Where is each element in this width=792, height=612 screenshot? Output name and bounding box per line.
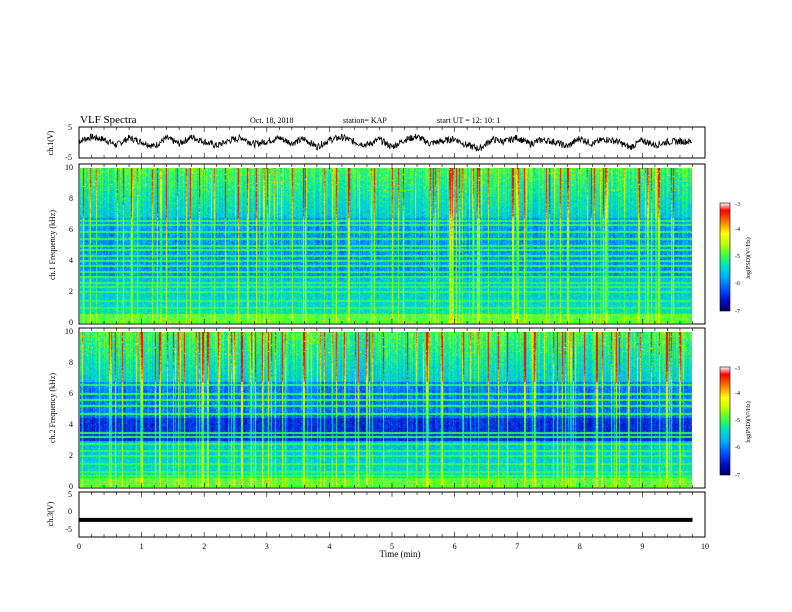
ch2-cb-tick-6: -6 — [735, 445, 740, 451]
ch3-ylabel: ch.3(V) — [46, 501, 55, 526]
ch1-cb-tick-7: -7 — [735, 309, 740, 315]
ch2-cb-tick-3: -3 — [735, 366, 740, 372]
ch3-waveform-panel: 5 0 -5 ch.3(V) 0 1 2 3 4 5 6 7 8 9 10 Time (min) — [46, 490, 709, 559]
ch1-spec-ylabel: ch.1 Frequency (kHz) — [48, 210, 57, 280]
ch1-colorbar-label: log(PSD)(V²/Hz) — [745, 237, 752, 278]
time-tick-label: 1 — [140, 542, 144, 551]
station-label: station= KAP — [343, 116, 387, 125]
time-tick-label: 4 — [327, 542, 331, 551]
ch1-colorbar — [719, 202, 731, 312]
ch2-spec-ytick-8: 8 — [69, 358, 73, 367]
time-axis-tick-labels: 0 1 2 3 4 5 6 7 8 9 10 — [77, 542, 709, 551]
figure-title: VLF Spectra — [80, 114, 137, 126]
ch1-spec-ytick-0: 0 — [69, 318, 73, 327]
ch2-spectrogram-ticks — [78, 328, 706, 488]
ch2-colorbar — [719, 366, 731, 476]
time-tick-label: 0 — [77, 542, 81, 551]
start-time-label: start UT = 12: 10: 1 — [437, 116, 500, 125]
ch2-spec-ytick-10: 10 — [65, 327, 73, 336]
ch1-waveform-line — [78, 133, 693, 153]
time-tick-label: 3 — [265, 542, 269, 551]
x-axis-label: Time (min) — [380, 549, 421, 559]
ch2-colorbar-label: log(PSD)(V²/Hz) — [745, 401, 752, 442]
ch3-ytick-bottom: -5 — [65, 525, 72, 534]
ch1-spec-ytick-4: 4 — [69, 256, 73, 265]
time-tick-label: 10 — [701, 542, 709, 551]
ch1-spec-ytick-10: 10 — [65, 163, 73, 172]
ch2-cb-tick-7: -7 — [735, 473, 740, 479]
ch1-spec-ytick-6: 6 — [69, 225, 73, 234]
ch2-spectrogram-image — [80, 332, 692, 487]
ch1-cb-tick-4: -4 — [735, 227, 740, 233]
ch3-waveform-frame — [78, 491, 706, 538]
ch1-cb-tick-5: -5 — [735, 254, 740, 260]
ch1-spectrogram-panel: 0 2 4 6 8 10 ch.1 Frequency (kHz) -3 -4 … — [48, 163, 752, 327]
time-tick-label: 2 — [202, 542, 206, 551]
ch3-x-ticks — [78, 492, 706, 537]
ch2-cb-tick-5: -5 — [735, 418, 740, 424]
ch1-spectrogram-ticks — [78, 164, 706, 324]
date-label: Oct. 18, 2018 — [250, 116, 294, 125]
ch3-ytick-mid: 0 — [68, 507, 72, 516]
ch2-spec-ytick-2: 2 — [69, 451, 73, 460]
ch2-spec-ytick-4: 4 — [69, 420, 73, 429]
time-tick-label: 9 — [640, 542, 644, 551]
ch2-spec-ylabel: ch.2 Frequency (kHz) — [48, 373, 57, 443]
ch2-cb-tick-4: -4 — [735, 391, 740, 397]
ch1-cb-tick-3: -3 — [735, 202, 740, 208]
time-tick-label: 7 — [515, 542, 519, 551]
ch2-spec-ytick-0: 0 — [69, 482, 73, 491]
ch1-ytick-top: 5 — [68, 123, 72, 132]
ch1-spec-ytick-2: 2 — [69, 287, 73, 296]
ch1-ylabel: ch.1(V) — [46, 130, 55, 155]
time-tick-label: 5 — [390, 542, 394, 551]
ch2-spectrogram-panel: 0 2 4 6 8 10 ch.2 Frequency (kHz) -3 -4 … — [48, 327, 752, 491]
ch1-ytick-bottom: -5 — [65, 153, 72, 162]
ch1-cb-tick-6: -6 — [735, 281, 740, 287]
ch1-waveform-panel: 5 -5 ch.1(V) — [46, 123, 706, 162]
ch1-x-ticks — [78, 127, 706, 158]
ch2-spec-ytick-6: 6 — [69, 389, 73, 398]
ch3-ytick-top: 5 — [68, 490, 72, 499]
time-tick-label: 6 — [453, 542, 457, 551]
ch1-spec-ytick-8: 8 — [69, 194, 73, 203]
ch1-spectrogram-image — [80, 168, 692, 323]
time-tick-label: 8 — [578, 542, 582, 551]
